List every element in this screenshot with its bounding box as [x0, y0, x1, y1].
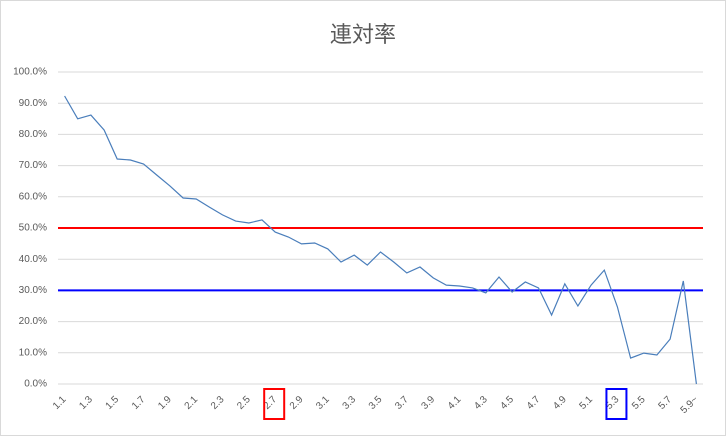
y-tick-label: 10.0%	[19, 347, 47, 358]
chart-title: 連対率	[330, 22, 396, 47]
y-tick-label: 60.0%	[19, 191, 47, 202]
y-tick-label: 90.0%	[19, 98, 47, 109]
y-tick-label: 20.0%	[19, 316, 47, 327]
highlight-box	[263, 388, 286, 420]
y-tick-label: 50.0%	[19, 223, 47, 234]
highlight-box	[605, 388, 628, 420]
y-tick-label: 70.0%	[19, 160, 47, 171]
y-tick-label: 30.0%	[19, 285, 47, 296]
line	[64, 95, 697, 385]
y-tick-label: 100.0%	[13, 67, 47, 78]
y-tick-label: 40.0%	[19, 254, 47, 265]
y-tick-label: 0.0%	[24, 379, 47, 390]
y-tick-label: 80.0%	[19, 129, 47, 140]
